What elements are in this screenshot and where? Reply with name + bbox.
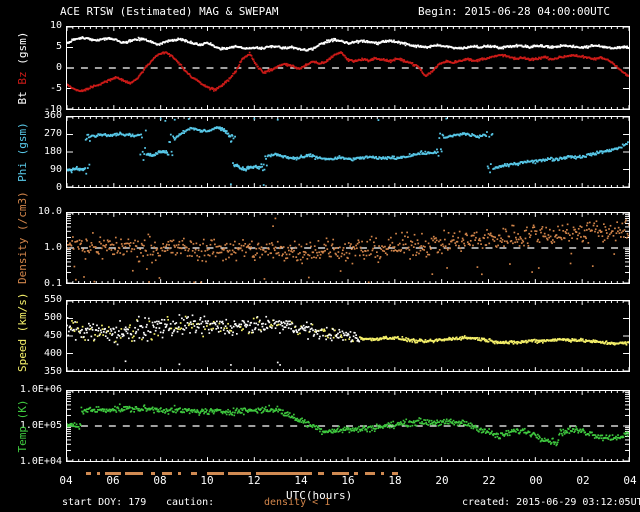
x-axis-label: UTC(hours) bbox=[286, 489, 353, 502]
y-tick-label: 1.0E+04 bbox=[19, 456, 62, 467]
y-tick-label: 180 bbox=[43, 146, 62, 157]
panel-phi-ylabel: Phi (gsm) bbox=[16, 122, 29, 182]
x-tick-label: 08 bbox=[153, 474, 167, 487]
y-tick-label: 350 bbox=[43, 366, 62, 377]
caution-segment bbox=[85, 472, 92, 475]
y-tick-label: 270 bbox=[43, 128, 62, 139]
caution-segment bbox=[191, 472, 197, 475]
y-tick-label: 0 bbox=[55, 62, 62, 73]
caution-density-bar bbox=[66, 472, 630, 475]
x-tick-label: 06 bbox=[106, 474, 120, 487]
panel-temp-ylabel: Temp (K) bbox=[16, 399, 29, 453]
y-tick-label: -10 bbox=[43, 104, 62, 115]
y-tick-label: 360 bbox=[43, 110, 62, 121]
panel-phi bbox=[66, 116, 630, 188]
y-tick-label: 550 bbox=[43, 294, 62, 305]
footer-caution-value: density < 1 bbox=[264, 497, 331, 508]
panel-density-ylabel: Density (/cm3) bbox=[16, 191, 29, 284]
caution-segment bbox=[364, 472, 376, 475]
y-tick-label: 5 bbox=[55, 41, 62, 52]
caution-segment bbox=[228, 472, 251, 475]
panel-temp bbox=[66, 390, 630, 462]
panel-phi-yticks: 360 270 180 90 0 bbox=[0, 110, 62, 193]
footer-start-doy: start DOY: 179 bbox=[62, 497, 147, 508]
panel-bt-bz-yticks: 10 5 0 -5 -10 bbox=[0, 20, 62, 115]
footer-created: created: 2015-06-29 03:12:05UTC bbox=[462, 497, 640, 508]
panel-density-yticks: 10.0 1.0 0.1 bbox=[0, 206, 62, 289]
y-tick-label: 1.0E+05 bbox=[19, 420, 62, 431]
caution-segment bbox=[207, 472, 224, 475]
y-tick-label: -5 bbox=[49, 83, 62, 94]
panel-speed-yticks: 550 500 450 400 350 bbox=[0, 294, 62, 377]
x-tick-label: 00 bbox=[529, 474, 543, 487]
ylabel-gsm: (gsm) bbox=[16, 31, 29, 65]
caution-segment bbox=[177, 472, 182, 475]
panel-speed bbox=[66, 300, 630, 372]
y-tick-label: 0.1 bbox=[43, 278, 62, 289]
caution-segment bbox=[317, 472, 325, 475]
caution-segment bbox=[150, 472, 156, 475]
y-tick-label: 500 bbox=[43, 312, 62, 323]
x-tick-label: 14 bbox=[294, 474, 308, 487]
y-tick-label: 10.0 bbox=[37, 206, 62, 217]
caution-segment bbox=[97, 472, 101, 475]
page-title: ACE RTSW (Estimated) MAG & SWEPAM bbox=[60, 5, 279, 18]
y-tick-label: 10 bbox=[49, 20, 62, 31]
x-tick-label: 18 bbox=[388, 474, 402, 487]
x-tick-label: 12 bbox=[247, 474, 261, 487]
y-tick-label: 90 bbox=[49, 164, 62, 175]
y-tick-label: 0 bbox=[55, 182, 62, 193]
ylabel-bt: Bt bbox=[16, 91, 29, 105]
x-tick-label: 04 bbox=[59, 474, 73, 487]
panel-bt-bz-ylabel: Bt Bz (gsm) bbox=[16, 26, 29, 110]
x-tick-label: 16 bbox=[341, 474, 355, 487]
caution-segment bbox=[380, 472, 385, 475]
y-tick-label: 450 bbox=[43, 330, 62, 341]
y-tick-label: 1.0 bbox=[43, 242, 62, 253]
caution-segment bbox=[105, 472, 122, 475]
footer-caution-label: caution: bbox=[166, 497, 215, 508]
y-tick-label: 1.0E+06 bbox=[19, 384, 62, 395]
panel-bt-bz bbox=[66, 26, 630, 110]
x-tick-label: 20 bbox=[435, 474, 449, 487]
x-tick-label: 04 bbox=[623, 474, 637, 487]
caution-segment bbox=[332, 472, 350, 475]
caution-segment bbox=[353, 472, 359, 475]
y-tick-label: 400 bbox=[43, 348, 62, 359]
x-tick-label: 10 bbox=[200, 474, 214, 487]
x-tick-label: 22 bbox=[482, 474, 496, 487]
panel-speed-ylabel: Speed (km/s) bbox=[16, 292, 29, 372]
x-tick-label: 02 bbox=[576, 474, 590, 487]
caution-segment bbox=[391, 472, 398, 475]
caution-segment bbox=[255, 472, 312, 475]
caution-segment bbox=[161, 472, 173, 475]
caution-segment bbox=[124, 472, 143, 475]
panel-temp-yticks: 1.0E+06 1.0E+05 1.0E+04 bbox=[0, 384, 62, 467]
panel-density bbox=[66, 212, 630, 284]
ylabel-bz: Bz bbox=[16, 71, 29, 85]
begin-timestamp: Begin: 2015-06-28 04:00:00UTC bbox=[418, 5, 611, 18]
